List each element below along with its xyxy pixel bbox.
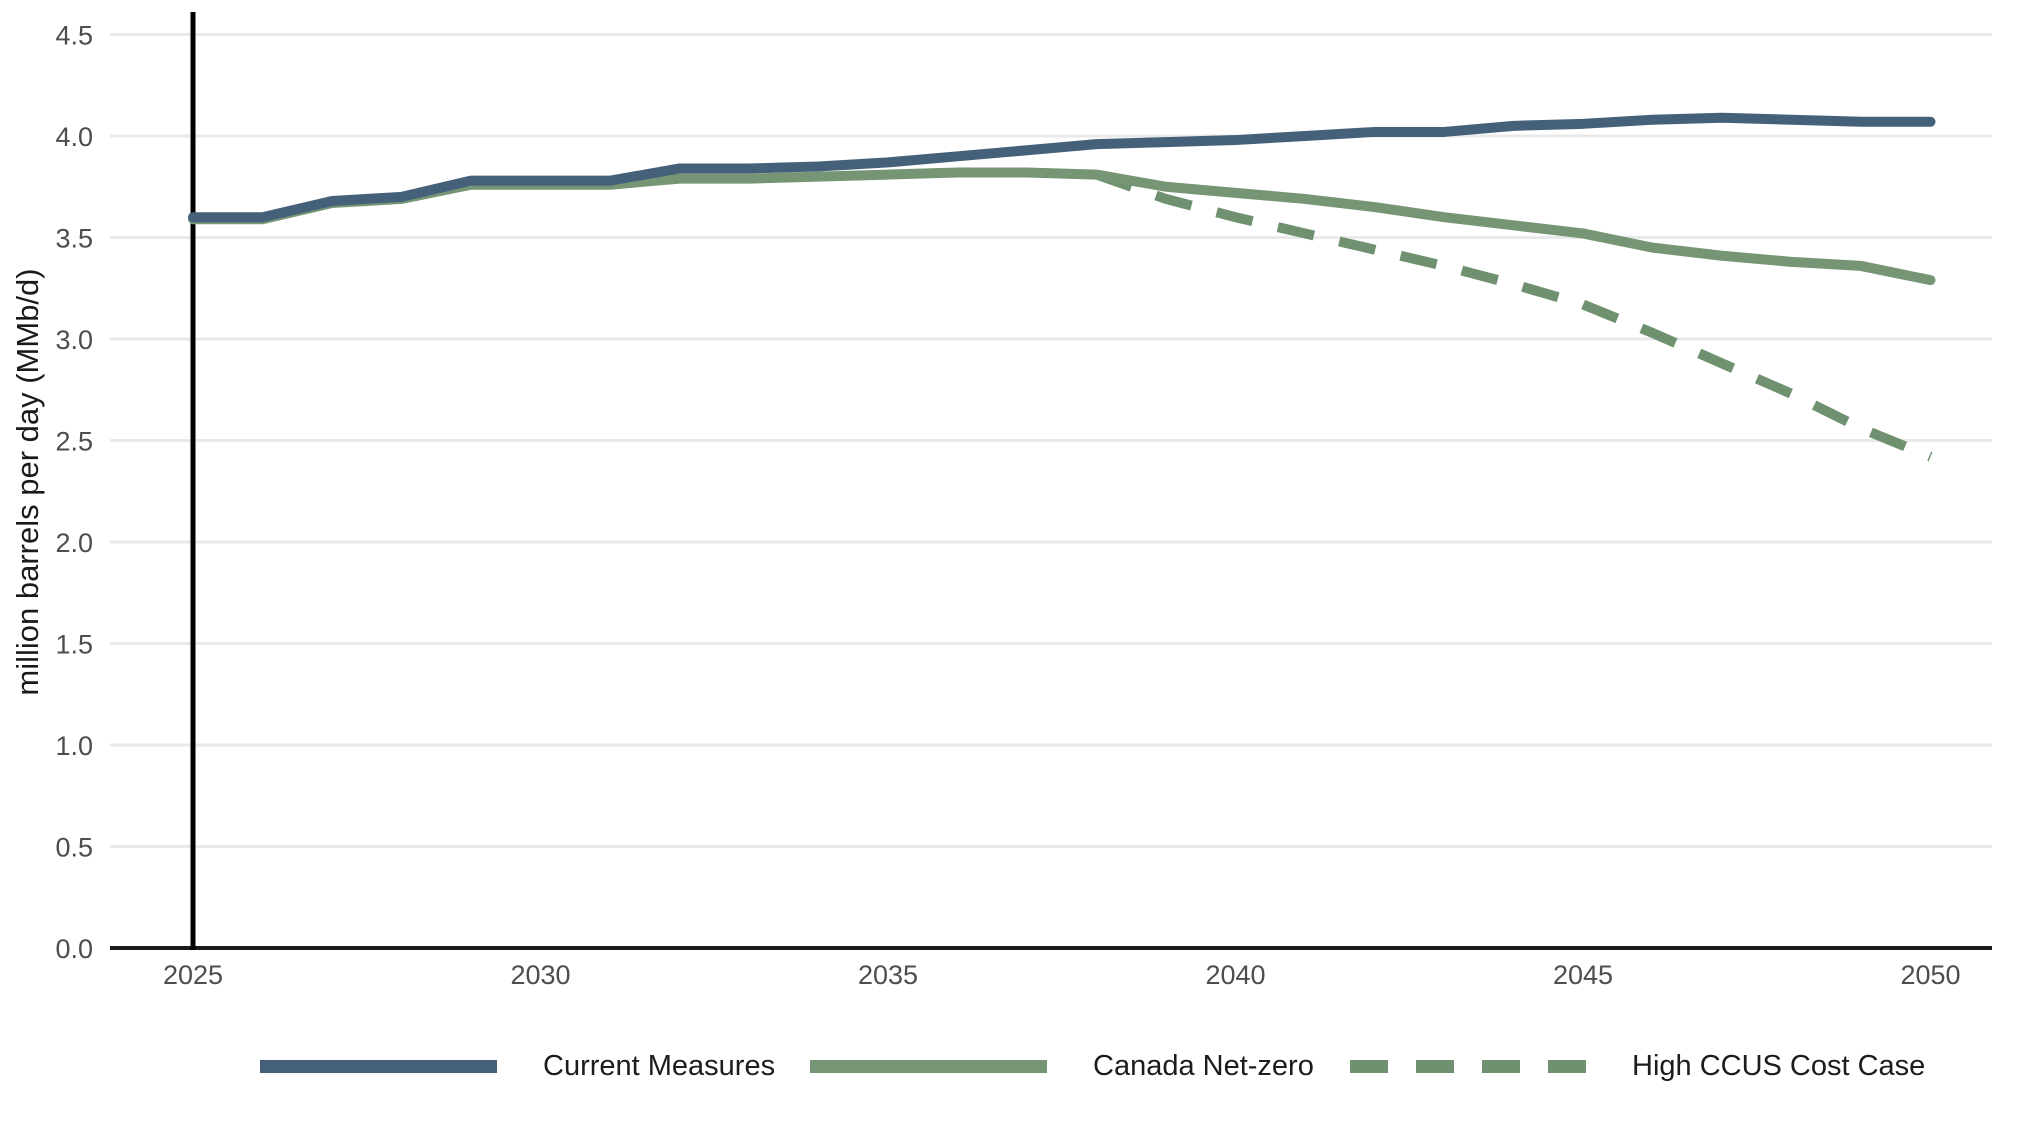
svg-text:3.0: 3.0	[55, 325, 93, 355]
svg-text:2030: 2030	[510, 960, 570, 990]
svg-text:4.0: 4.0	[55, 122, 93, 152]
svg-text:2040: 2040	[1205, 960, 1265, 990]
legend: Current Measures Canada Net-zero High CC…	[0, 1038, 2025, 1094]
svg-text:0.0: 0.0	[55, 934, 93, 964]
legend-swatch-high-ccus-cost-case	[1350, 1059, 1586, 1073]
legend-swatch-canada-net-zero	[810, 1059, 1047, 1073]
legend-item-current-measures: Current Measures	[260, 1038, 775, 1094]
legend-item-high-ccus-cost-case: High CCUS Cost Case	[1350, 1038, 1925, 1094]
svg-text:2025: 2025	[163, 960, 223, 990]
legend-label-canada-net-zero: Canada Net-zero	[1093, 1049, 1314, 1082]
svg-text:2050: 2050	[1900, 960, 1960, 990]
svg-text:3.5: 3.5	[55, 224, 93, 254]
svg-text:4.5: 4.5	[55, 21, 93, 51]
svg-text:0.5: 0.5	[55, 833, 93, 863]
svg-text:2045: 2045	[1553, 960, 1613, 990]
svg-text:2.0: 2.0	[55, 528, 93, 558]
svg-text:1.0: 1.0	[55, 731, 93, 761]
legend-swatch-current-measures	[260, 1059, 497, 1073]
legend-item-canada-net-zero: Canada Net-zero	[810, 1038, 1314, 1094]
legend-label-current-measures: Current Measures	[543, 1049, 776, 1082]
legend-label-high-ccus-cost-case: High CCUS Cost Case	[1632, 1049, 1926, 1082]
svg-text:1.5: 1.5	[55, 630, 93, 660]
svg-text:2035: 2035	[858, 960, 918, 990]
svg-text:2.5: 2.5	[55, 427, 93, 457]
